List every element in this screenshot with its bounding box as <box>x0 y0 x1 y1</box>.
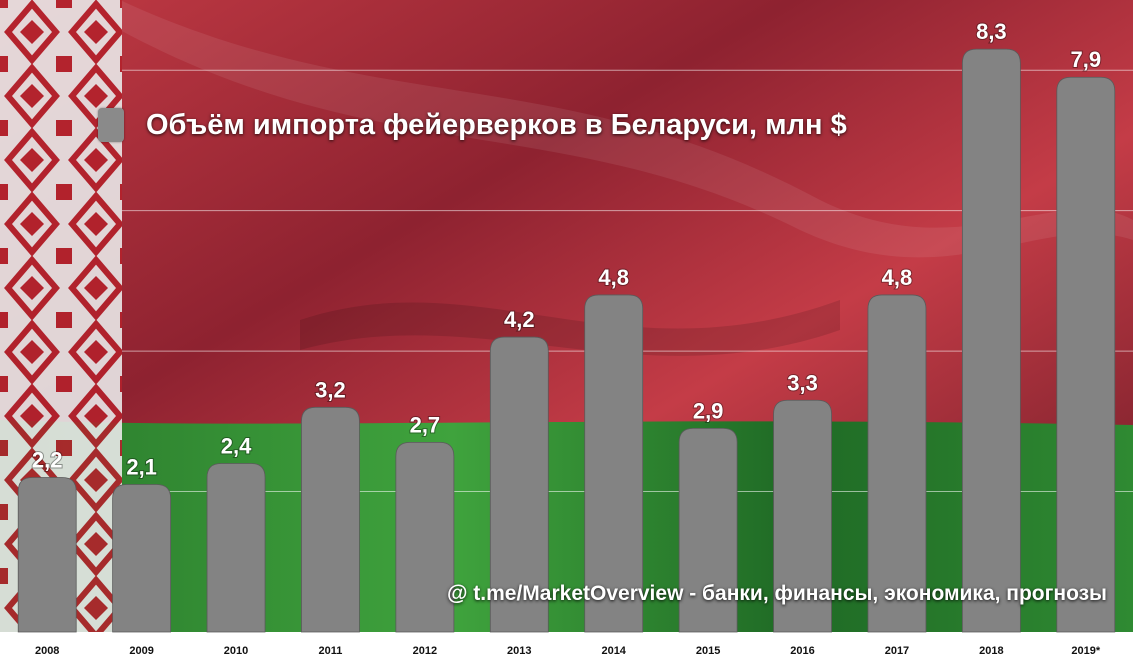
bar-2019* <box>1056 76 1116 633</box>
x-tick-label-2015: 2015 <box>696 645 720 657</box>
bar-2010 <box>206 463 266 633</box>
value-label-2010: 2,4 <box>221 433 252 458</box>
legend-label: Объём импорта фейерверков в Беларуси, мл… <box>146 108 847 141</box>
bar-2011 <box>301 406 360 633</box>
value-label-2019*: 7,9 <box>1070 47 1101 72</box>
bar-2012 <box>395 442 455 633</box>
bar-2008 <box>17 477 77 633</box>
value-label-2016: 3,3 <box>787 370 818 395</box>
value-label-2015: 2,9 <box>693 398 724 423</box>
bar-2017 <box>867 294 927 633</box>
legend-swatch <box>98 108 124 142</box>
value-label-2011: 3,2 <box>315 377 346 402</box>
bar-2018 <box>961 48 1021 633</box>
x-tick-label-2009: 2009 <box>129 645 153 657</box>
value-label-2018: 8,3 <box>976 19 1007 44</box>
x-tick-label-2010: 2010 <box>224 645 248 657</box>
value-label-2012: 2,7 <box>410 412 441 437</box>
x-tick-label-2018: 2018 <box>979 645 1003 657</box>
x-tick-label-2014: 2014 <box>601 645 626 657</box>
bar-2013 <box>489 336 549 633</box>
axis-band <box>0 632 1133 666</box>
x-tick-label-2016: 2016 <box>790 645 814 657</box>
value-label-2008: 2,2 <box>32 448 63 473</box>
x-tick-label-2008: 2008 <box>35 645 59 657</box>
value-label-2014: 4,8 <box>598 265 629 290</box>
x-tick-label-2011: 2011 <box>319 645 343 657</box>
value-label-2017: 4,8 <box>882 265 913 290</box>
value-label-2009: 2,1 <box>126 455 157 480</box>
x-tick-label-2017: 2017 <box>885 645 909 657</box>
flag-green-band <box>0 420 1133 666</box>
x-tick-label-2013: 2013 <box>507 645 531 657</box>
watermark-text: @ t.me/MarketOverview - банки, финансы, … <box>446 582 1107 605</box>
x-tick-label-2019*: 2019* <box>1071 645 1100 657</box>
bar-2015 <box>678 427 738 633</box>
legend: Объём импорта фейерверков в Беларуси, мл… <box>98 108 847 142</box>
bar-2009 <box>112 484 172 633</box>
x-tick-label-2012: 2012 <box>413 645 437 657</box>
bar-2014 <box>584 294 644 633</box>
value-label-2013: 4,2 <box>504 307 535 332</box>
bar-2016 <box>773 399 832 633</box>
